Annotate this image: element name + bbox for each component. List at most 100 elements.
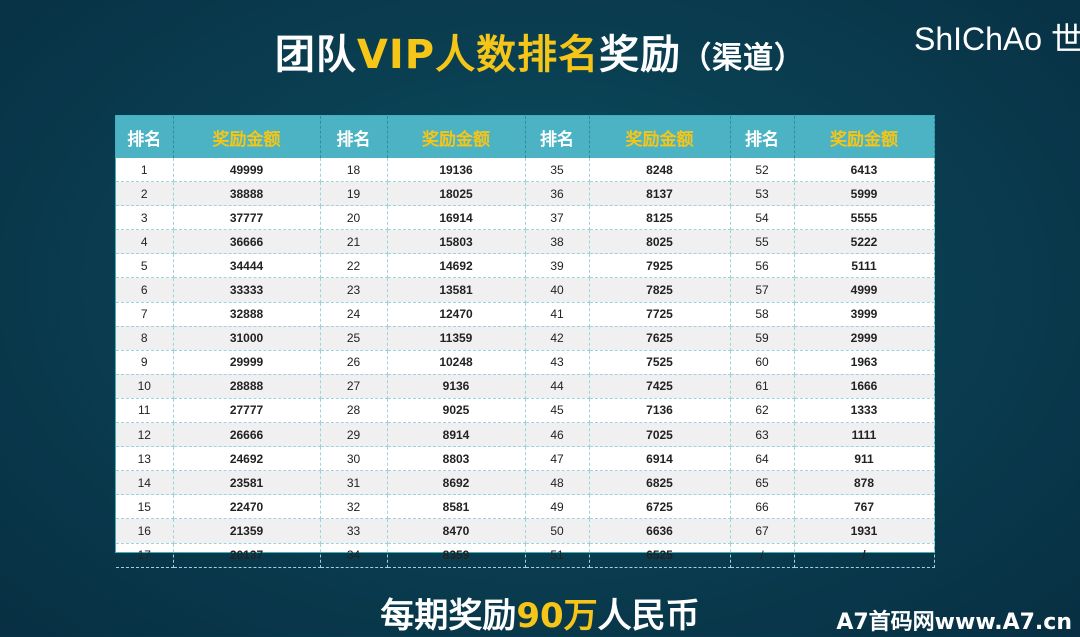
reward-amount-cell: 1931 [794, 518, 935, 544]
column-header-rank: 排名 [525, 116, 590, 158]
title-part-team: 团队 [274, 32, 357, 78]
footer-part-currency: 人民币 [597, 596, 700, 636]
rank-cell: 16 [116, 518, 174, 544]
rank-cell: 53 [730, 181, 795, 207]
rank-cell: 20 [320, 205, 388, 231]
reward-amount-cell: 4999 [794, 277, 935, 303]
table-row: 13 24692 30 8803 47 6914 64 911 [116, 446, 935, 472]
rank-cell: 48 [525, 470, 590, 496]
rank-cell: 27 [320, 374, 388, 399]
reward-amount-cell: 16914 [387, 205, 526, 231]
reward-amount-cell: 10248 [387, 350, 526, 375]
reward-amount-cell: 11359 [387, 326, 526, 351]
rank-cell: 59 [730, 326, 795, 351]
rank-cell: 19 [320, 181, 388, 207]
reward-amount-cell: 6525 [589, 543, 731, 568]
table-row: 1 49999 18 19136 35 8248 52 6413 [116, 158, 935, 183]
reward-amount-cell: 878 [794, 470, 935, 496]
rank-cell: 38 [525, 229, 590, 255]
reward-amount-cell: 7825 [589, 277, 731, 303]
reward-amount-cell: 6914 [589, 446, 731, 472]
rank-cell: 22 [320, 253, 388, 279]
reward-table: 排名 奖励金额 排名 奖励金额 排名 奖励金额 排名 奖励金额 1 49999 18… [116, 116, 935, 568]
reward-amount-cell: 27777 [173, 398, 321, 424]
reward-amount-cell: 20137 [173, 543, 321, 568]
reward-amount-cell: 3999 [794, 302, 935, 327]
reward-amount-cell: 5999 [794, 181, 935, 207]
reward-amount-cell: 5555 [794, 205, 935, 231]
reward-amount-cell: 1963 [794, 350, 935, 375]
rank-cell: 55 [730, 229, 795, 255]
title-part-reward: 奖励 [599, 32, 682, 78]
footer-part-amount: 90万 [516, 596, 598, 636]
rank-cell: 26 [320, 350, 388, 375]
reward-amount-cell: 7025 [589, 422, 731, 448]
rank-cell: 21 [320, 229, 388, 255]
reward-amount-cell: 36666 [173, 229, 321, 255]
column-header-rank: 排名 [320, 116, 388, 158]
rank-cell: 61 [730, 374, 795, 399]
rank-cell: 54 [730, 205, 795, 231]
rank-cell: 15 [116, 494, 174, 520]
reward-amount-cell: 19136 [387, 158, 526, 183]
rank-cell: 25 [320, 326, 388, 351]
reward-amount-cell: 8137 [589, 181, 731, 207]
table-row: 5 34444 22 14692 39 7925 56 5111 [116, 253, 935, 279]
reward-amount-cell: 14692 [387, 253, 526, 279]
table-row: 2 38888 19 18025 36 8137 53 5999 [116, 181, 935, 207]
rank-cell: 7 [116, 302, 174, 327]
reward-amount-cell: 26666 [173, 422, 321, 448]
reward-amount-cell: 7525 [589, 350, 731, 375]
rank-cell: 11 [116, 398, 174, 424]
rank-cell: 31 [320, 470, 388, 496]
reward-amount-cell: 8359 [387, 543, 526, 568]
column-header-rank: 排名 [730, 116, 795, 158]
rank-cell: 37 [525, 205, 590, 231]
reward-amount-cell: 29999 [173, 350, 321, 375]
rank-cell: 42 [525, 326, 590, 351]
title-part-channel: （渠道） [681, 41, 806, 76]
reward-amount-cell: 15803 [387, 229, 526, 255]
column-header-amount: 奖励金额 [387, 116, 526, 158]
table-row: 11 27777 28 9025 45 7136 62 1333 [116, 398, 935, 424]
reward-amount-cell: 8914 [387, 422, 526, 448]
rank-cell: 41 [525, 302, 590, 327]
rank-cell: 36 [525, 181, 590, 207]
rank-cell: 45 [525, 398, 590, 424]
rank-cell: 6 [116, 277, 174, 303]
rank-cell: 40 [525, 277, 590, 303]
reward-amount-cell: 34444 [173, 253, 321, 279]
rank-cell: 13 [116, 446, 174, 472]
rank-cell: 62 [730, 398, 795, 424]
rank-cell: 47 [525, 446, 590, 472]
rank-cell: 60 [730, 350, 795, 375]
reward-amount-cell: 32888 [173, 302, 321, 327]
table-row: 10 28888 27 9136 44 7425 61 1666 [116, 374, 935, 399]
table-row: 15 22470 32 8581 49 6725 66 767 [116, 494, 935, 520]
rank-cell: 8 [116, 326, 174, 351]
rank-cell: 33 [320, 518, 388, 544]
rank-cell: 56 [730, 253, 795, 279]
brand-logo-text: ShIChAo 世 [914, 21, 1080, 57]
rank-cell: 14 [116, 470, 174, 496]
rank-cell: 10 [116, 374, 174, 399]
reward-amount-cell: 12470 [387, 302, 526, 327]
reward-amount-cell: 8803 [387, 446, 526, 472]
reward-amount-cell: 31000 [173, 326, 321, 351]
rank-cell: 65 [730, 470, 795, 496]
reward-amount-cell: 2999 [794, 326, 935, 351]
rank-cell: 67 [730, 518, 795, 544]
table-header-row: 排名 奖励金额 排名 奖励金额 排名 奖励金额 排名 奖励金额 [116, 116, 935, 158]
reward-table-container: 排名 奖励金额 排名 奖励金额 排名 奖励金额 排名 奖励金额 1 49999 18… [115, 115, 935, 568]
page-title: 团队VIP人数排名奖励（渠道） [0, 22, 1080, 80]
reward-amount-cell: 33333 [173, 277, 321, 303]
rank-cell: 24 [320, 302, 388, 327]
column-header-amount: 奖励金额 [794, 116, 935, 158]
table-row: 6 33333 23 13581 40 7825 57 4999 [116, 277, 935, 303]
site-watermark: A7首码网www.A7.cn [836, 610, 1072, 635]
rank-cell: 57 [730, 277, 795, 303]
reward-amount-cell: 911 [794, 446, 935, 472]
rank-cell: 64 [730, 446, 795, 472]
table-row: 9 29999 26 10248 43 7525 60 1963 [116, 350, 935, 375]
reward-amount-cell: 8692 [387, 470, 526, 496]
